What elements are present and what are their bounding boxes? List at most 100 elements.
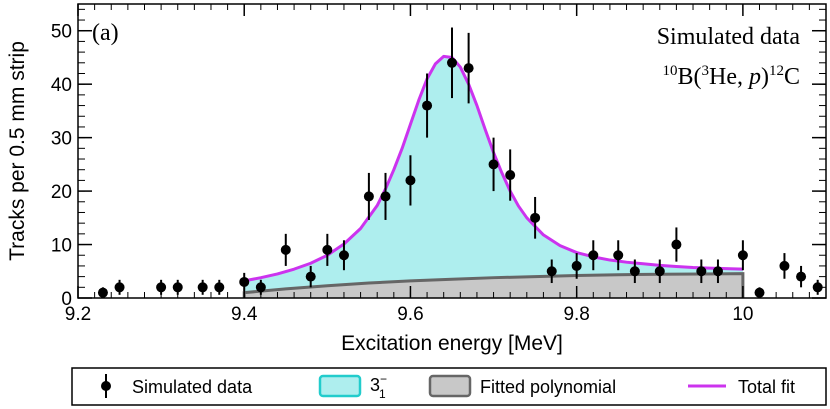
data-point-marker [463,63,474,74]
data-point-marker [214,282,225,293]
legend-item-polynomial: Fitted polynomial [428,374,616,398]
legend: Simulated data 3− 1 Fitted polynomial Tot… [71,367,827,406]
legend-item-total-fit: Total fit [688,377,795,397]
legend-label-total-fit: Total fit [738,377,795,397]
data-point [712,259,723,284]
legend-swatch-state [318,374,362,398]
reaction-carbon: C [784,64,800,90]
data-point [654,259,665,284]
data-point-marker [322,244,333,255]
reaction-sup-10: 10 [663,63,678,79]
y-tick-label: 30 [51,129,72,150]
legend-swatch-polynomial [428,374,472,398]
data-point [322,233,333,266]
annotation-simulated-data: Simulated data [657,24,801,50]
data-point-marker [737,250,748,261]
data-point-marker [97,287,108,298]
data-point-marker [530,212,541,223]
data-point [546,259,557,284]
data-point [114,279,125,295]
data-point [305,265,316,288]
data-point [629,259,640,284]
y-tick-label: 40 [51,75,72,96]
polynomial-area [244,273,743,298]
data-point [463,32,474,104]
data-point [488,137,499,192]
data-point-marker [156,282,167,293]
reaction-sup-3: 3 [702,63,710,79]
data-point-marker [779,260,790,271]
data-point [696,259,707,284]
reaction-helium: He, [709,64,749,90]
x-tick-label: 9.8 [563,304,589,325]
x-tick-label: 10 [732,304,753,325]
polynomial-curve [242,272,745,298]
data-point-marker [172,282,183,293]
data-point-marker [488,159,499,170]
data-point-marker [812,282,823,293]
data-point-marker [422,100,433,111]
legend-state-sub: 1 [379,387,386,401]
data-point-marker [363,191,374,202]
data-point [338,240,349,271]
y-axis-title: Tracks per 0.5 mm strip [6,41,29,261]
data-point [363,172,374,220]
data-point-marker [613,250,624,261]
data-point [613,240,624,271]
data-point [671,227,682,262]
data-point [405,155,416,206]
legend-item-simulated-data: Simulated data [101,374,253,398]
data-point-marker [671,239,682,250]
x-tick-label: 9.4 [231,304,258,325]
y-tick-label: 10 [51,236,72,257]
data-point-marker [338,250,349,261]
data-point-marker [239,276,250,287]
data-point-marker [447,57,457,68]
data-point [737,240,748,271]
panel-label: (a) [92,20,119,46]
data-point-marker [546,266,557,277]
data-point [380,172,391,220]
legend-label-state: 3− 1 [370,372,387,401]
data-point-marker [405,175,416,186]
legend-label-simulated-data: Simulated data [132,377,253,397]
data-point-marker [280,244,291,255]
legend-item-state: 3− 1 [318,372,387,401]
data-point [422,73,433,138]
data-point [280,233,291,266]
data-point-marker [696,266,707,277]
reaction-boron: B( [678,64,702,90]
legend-label-polynomial: Fitted polynomial [480,377,616,397]
data-point-marker [654,266,665,277]
legend-state-sup: − [380,372,387,386]
x-tick-label: 9.2 [65,304,91,325]
data-point-marker [796,271,807,282]
data-point-marker [588,250,599,261]
plot-frame [77,3,827,299]
data-point-marker [255,282,266,293]
data-point [530,196,541,239]
data-point-marker [629,266,640,277]
legend-state-main: 3 [370,375,380,395]
reaction-sup-12: 12 [769,63,784,79]
legend-point-marker [101,381,111,391]
x-axis-title: Excitation energy [MeV] [341,332,563,355]
data-point-marker [712,266,723,277]
data-point [97,287,108,298]
data-point-marker [305,271,316,282]
data-point [447,27,457,99]
y-tick-label: 20 [51,182,72,203]
x-tick-label: 9.6 [397,304,423,325]
data-point [571,253,582,279]
reaction-label: 10B(3He, p)12C [663,63,801,90]
data-point-marker [197,282,208,293]
data-point-marker [571,260,582,271]
y-tick-label: 0 [61,289,72,310]
data-point [779,253,790,279]
data-point-marker [114,282,125,293]
data-point [588,240,599,271]
reaction-proton: p [747,64,761,90]
data-point [197,279,208,295]
data-point [505,149,516,201]
